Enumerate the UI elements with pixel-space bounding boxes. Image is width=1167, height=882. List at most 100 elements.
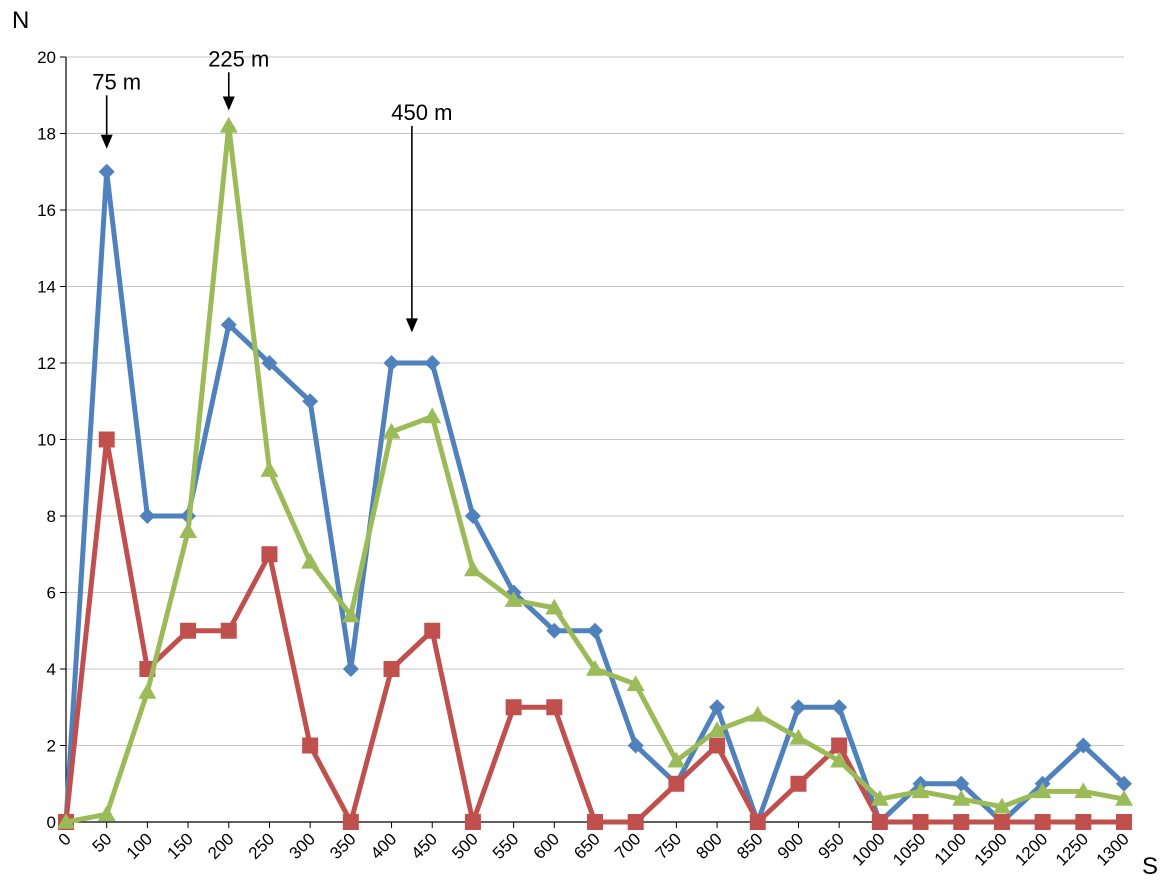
annotation: 450 m: [391, 100, 452, 333]
data-point: [1116, 775, 1132, 792]
data-point: [789, 728, 808, 745]
data-point: [709, 699, 726, 716]
x-tick-label: 450: [408, 829, 441, 862]
x-tick-label: 650: [570, 829, 603, 862]
series-group: [57, 116, 1133, 830]
data-point: [1115, 790, 1133, 806]
data-point: [424, 622, 441, 639]
data-point: [1075, 814, 1092, 830]
x-tick-label: 600: [530, 829, 563, 862]
data-point: [911, 782, 930, 799]
x-axis-title: S: [1142, 853, 1158, 880]
x-tick-label: 400: [367, 829, 400, 862]
data-point: [790, 699, 807, 716]
x-tick-label: 500: [448, 829, 481, 862]
data-point: [993, 814, 1010, 830]
annotations: 75 m 225 m 450 m: [92, 46, 452, 333]
data-point: [587, 622, 603, 639]
data-point: [708, 721, 727, 737]
annotation-label: 225 m: [208, 46, 269, 71]
data-point: [180, 622, 197, 639]
data-point: [1075, 737, 1092, 754]
annotation-arrow-head: [100, 134, 113, 149]
data-point: [953, 814, 970, 830]
y-tick-label: 12: [37, 354, 56, 373]
data-point: [463, 560, 482, 577]
data-point: [57, 813, 75, 829]
data-point: [139, 508, 156, 524]
y-tick-label: 20: [37, 48, 56, 67]
y-tick-labels: 0 2 4 6 8 10 12 14 16 18 20: [37, 48, 56, 832]
x-tick-label: 150: [163, 829, 196, 862]
data-point: [748, 705, 767, 722]
series-3: [57, 116, 1133, 829]
x-tick-label: 850: [733, 829, 766, 862]
data-point: [546, 699, 563, 716]
data-point: [586, 660, 604, 676]
x-tick-label: 1300: [1093, 829, 1133, 869]
data-point: [260, 461, 279, 477]
x-tick-label: 0: [55, 829, 75, 849]
data-point: [261, 546, 278, 563]
x-tick-label: 300: [285, 829, 318, 862]
data-point: [301, 552, 320, 569]
data-point: [790, 775, 807, 792]
data-point: [709, 737, 726, 754]
data-point: [302, 393, 319, 410]
data-point: [383, 355, 400, 371]
x-tick-label: 200: [204, 829, 237, 862]
data-point: [505, 699, 522, 716]
data-point: [1033, 782, 1052, 799]
data-point: [424, 355, 441, 371]
data-point: [342, 814, 359, 830]
y-tick-label: 2: [47, 737, 56, 756]
y-tick-label: 0: [47, 813, 56, 832]
data-point: [626, 675, 645, 692]
series-line: [63, 169, 1127, 825]
data-point: [98, 431, 115, 448]
data-point: [627, 814, 644, 830]
data-point: [219, 116, 238, 133]
data-point: [912, 814, 929, 830]
x-tick-label: 950: [814, 829, 847, 862]
data-point: [504, 591, 523, 607]
y-tick-label: 18: [37, 125, 56, 144]
data-point: [952, 790, 971, 806]
annotation-label: 450 m: [391, 100, 452, 125]
data-point: [870, 790, 889, 806]
y-tick-label: 8: [47, 507, 56, 526]
x-tick-label: 1050: [889, 829, 929, 869]
data-point: [1034, 814, 1051, 830]
data-point: [423, 407, 442, 424]
annotation-label: 75 m: [92, 69, 141, 94]
data-point: [831, 737, 848, 754]
data-point: [749, 814, 766, 830]
data-point: [1074, 782, 1093, 799]
x-tick-label: 900: [774, 829, 807, 862]
data-point: [546, 622, 563, 639]
x-tick-label: 800: [692, 829, 725, 862]
x-tick-label: 1100: [931, 829, 970, 868]
data-point: [1116, 814, 1132, 830]
y-tick-label: 6: [47, 584, 56, 603]
x-tick-label: 350: [326, 829, 359, 862]
data-point: [220, 316, 237, 333]
y-tick-label: 14: [37, 278, 56, 297]
data-point: [953, 775, 970, 792]
data-point: [97, 805, 116, 822]
data-point: [830, 751, 849, 768]
y-tick-label: 4: [47, 660, 56, 679]
x-tick-label: 1500: [971, 829, 1011, 869]
data-point: [383, 661, 400, 677]
x-tick-label: 550: [489, 829, 522, 862]
series-1: [58, 163, 1132, 830]
data-point: [464, 508, 481, 524]
x-tick-label: 1200: [1011, 829, 1051, 869]
x-tick-label: 100: [123, 829, 156, 862]
data-point: [831, 699, 848, 716]
x-tick-label: 750: [652, 829, 685, 862]
annotation-arrow-head: [405, 318, 418, 333]
annotation: 225 m: [208, 46, 269, 111]
data-point: [992, 797, 1011, 814]
